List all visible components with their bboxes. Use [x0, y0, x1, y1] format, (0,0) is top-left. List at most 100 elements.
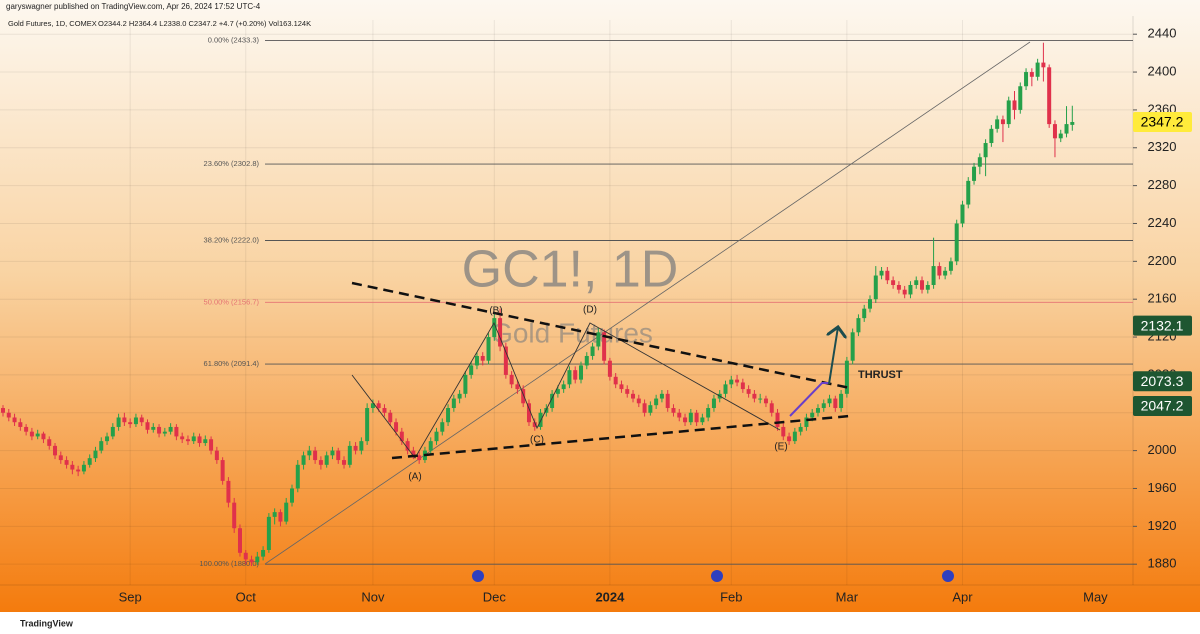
candle-body: [573, 370, 578, 380]
candle-body: [353, 445, 358, 451]
candle-body: [197, 436, 202, 444]
y-tick-label: 2200: [1148, 253, 1177, 268]
fib-label: 23.60% (2302.8): [204, 159, 260, 168]
candle-body: [752, 393, 757, 399]
x-tick-label: Dec: [483, 589, 507, 604]
candle-body: [122, 417, 127, 423]
fib-label: 100.00% (1880.0): [199, 559, 259, 568]
event-icon[interactable]: [472, 570, 484, 582]
purple-line: [789, 382, 830, 417]
candle-body: [763, 398, 768, 404]
candle-body: [683, 417, 688, 423]
candle-body: [532, 422, 537, 427]
candle-body: [313, 450, 318, 461]
candle-body: [185, 439, 190, 442]
fib-label: 0.00% (2433.3): [208, 36, 260, 45]
candle-body: [272, 512, 277, 517]
candle-body: [1029, 72, 1034, 77]
candle-body: [908, 284, 913, 295]
candle-body: [590, 346, 595, 356]
candle-body: [619, 384, 624, 390]
candle-body: [365, 408, 370, 442]
candle-body: [214, 450, 219, 461]
candle-body: [1041, 62, 1046, 68]
candle-body: [243, 552, 248, 560]
candle-body: [954, 223, 959, 262]
candle-body: [330, 450, 335, 456]
candle-body: [1035, 62, 1040, 77]
candle-body: [636, 398, 641, 404]
candle-body: [336, 450, 341, 461]
price-tag: [1133, 315, 1192, 336]
candle-body: [509, 374, 514, 385]
candle-body: [457, 393, 462, 399]
candle-body: [631, 393, 636, 399]
candle-body: [648, 405, 653, 413]
x-tick-label: Sep: [119, 589, 142, 604]
candle-body: [463, 374, 468, 394]
candle-body: [266, 516, 271, 550]
candle-body: [735, 379, 740, 383]
candle-body: [920, 280, 925, 290]
candle-body: [567, 370, 572, 385]
candle-body: [18, 422, 23, 427]
footer-brand[interactable]: TradingView: [20, 618, 74, 628]
wave-label: (D): [583, 305, 597, 316]
candle-body: [168, 426, 173, 432]
y-tick-label: 2240: [1148, 215, 1177, 230]
candle-body: [579, 365, 583, 380]
event-icon[interactable]: [942, 570, 954, 582]
candle-body: [428, 441, 433, 451]
background: [0, 0, 1200, 612]
candle-body: [58, 455, 63, 461]
candle-body: [116, 417, 121, 427]
candle-body: [24, 426, 29, 432]
candle-body: [821, 403, 826, 409]
candle-body: [232, 502, 237, 529]
candle-body: [180, 436, 185, 440]
footer-bar: [0, 612, 1200, 634]
candle-body: [758, 398, 763, 400]
candle-body: [209, 439, 214, 451]
candle-body: [1024, 72, 1029, 87]
x-tick-label: Nov: [361, 589, 385, 604]
wave-label: (E): [774, 442, 787, 453]
candle-body: [584, 355, 589, 366]
x-tick-label: Oct: [236, 589, 257, 604]
candle-body: [740, 382, 745, 390]
candle-body: [1, 408, 5, 413]
candle-body: [833, 398, 838, 409]
event-icon[interactable]: [711, 570, 723, 582]
publisher-line: garyswagner published on TradingView.com…: [6, 2, 261, 11]
candle-body: [237, 528, 242, 553]
candle-body: [850, 332, 855, 361]
candle-body: [70, 464, 75, 470]
candle-body: [157, 426, 162, 434]
candle-body: [879, 270, 884, 276]
candle-body: [110, 426, 115, 437]
y-tick-label: 1880: [1148, 556, 1177, 571]
candle-body: [914, 280, 919, 285]
x-tick-label: Feb: [720, 589, 742, 604]
lower-trendline: [391, 414, 851, 460]
wave-label: (C): [530, 435, 544, 446]
candle-body: [856, 318, 861, 333]
candle-body: [347, 445, 352, 465]
candle-body: [868, 299, 872, 309]
candle-body: [931, 266, 936, 285]
candle-body: [76, 469, 81, 472]
candle-body: [746, 389, 751, 394]
candle-body: [1018, 86, 1023, 110]
fib-label: 38.20% (2222.0): [204, 235, 260, 244]
candle-body: [723, 384, 728, 394]
candle-body: [81, 464, 86, 472]
symbol-line: Gold Futures, 1D, COMEX: [8, 19, 97, 28]
candle-body: [1000, 119, 1005, 125]
candle-body: [203, 439, 208, 444]
thrust-label: THRUST: [858, 369, 903, 381]
x-tick-label: 2024: [595, 589, 625, 604]
candle-body: [1052, 124, 1057, 139]
x-tick-label: Mar: [836, 589, 859, 604]
candle-body: [665, 393, 670, 409]
candle-body: [87, 458, 92, 465]
